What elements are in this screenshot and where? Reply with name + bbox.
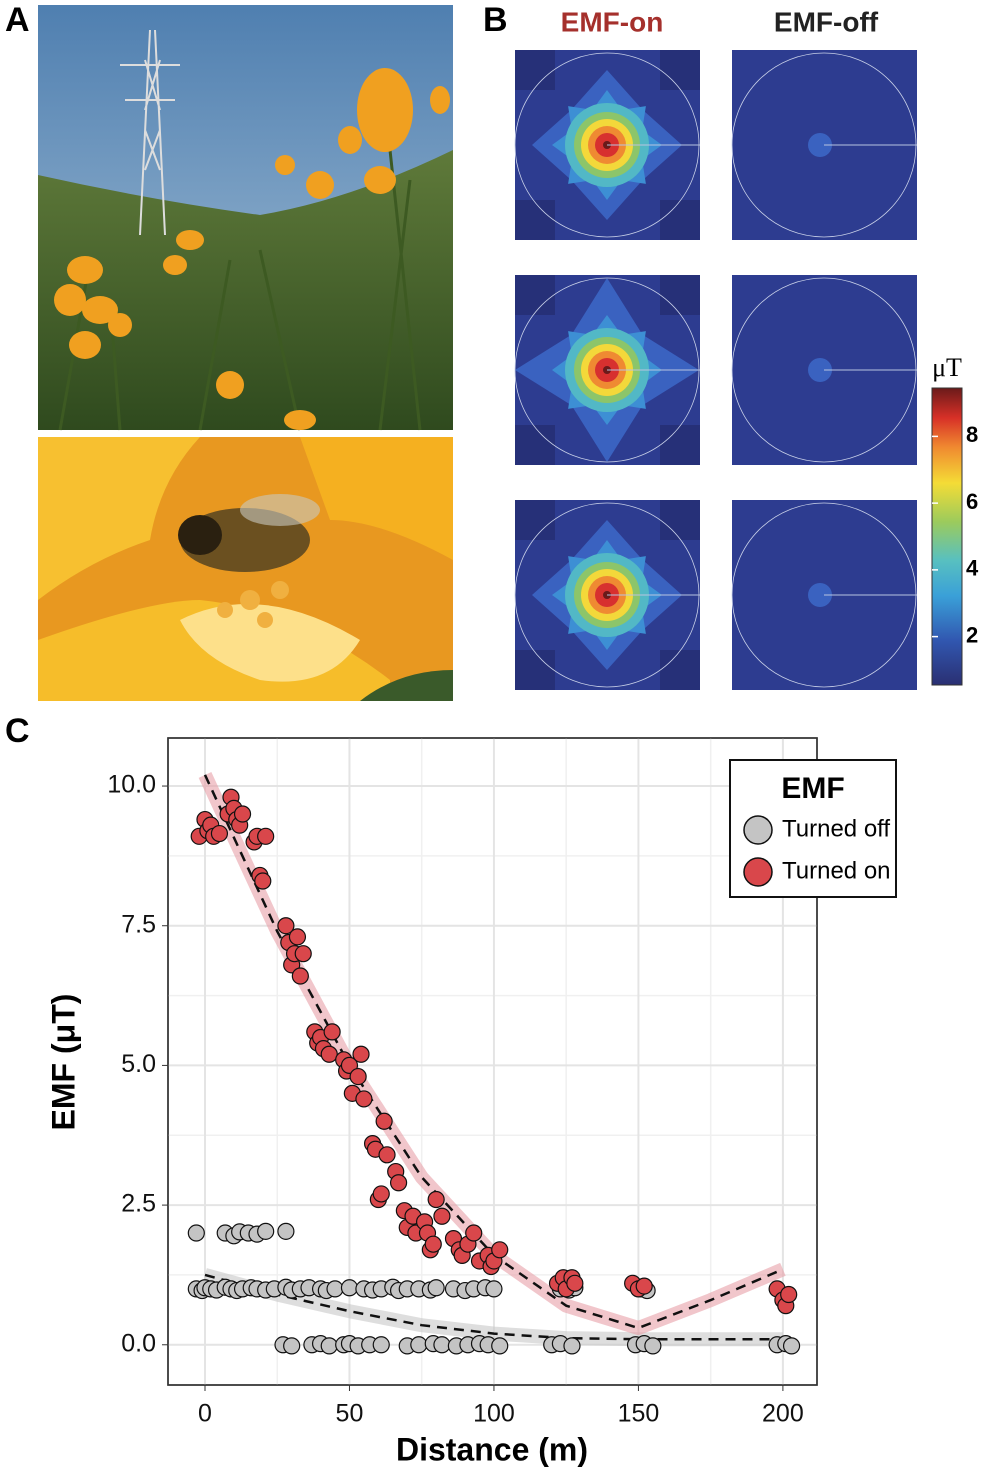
point (372, 1185, 390, 1203)
point (340, 1279, 359, 1297)
fit-line (204, 1273, 783, 1341)
point (355, 1090, 373, 1108)
x-axis-title: Distance (m) (396, 1431, 588, 1467)
heatmap-corner (515, 50, 555, 90)
point (320, 1045, 338, 1063)
point (291, 967, 309, 985)
legend-marker (743, 815, 773, 845)
point (288, 928, 307, 946)
heatmap-corner (515, 500, 555, 540)
column-title: EMF-on (561, 6, 664, 37)
heatmap-corner (515, 425, 555, 465)
point (375, 1112, 393, 1130)
legend: EMF Turned off Turned on (729, 759, 897, 898)
legend-label: Turned off (782, 815, 890, 842)
column-title: EMF-off (774, 6, 879, 37)
point (233, 805, 252, 823)
photo-bee (38, 437, 453, 701)
x-tick-label: 100 (473, 1400, 515, 1428)
heatmap-corner (660, 500, 700, 540)
colorbar-label: μT (932, 353, 962, 382)
heatmaps (514, 50, 917, 690)
heatmap-corner (515, 650, 555, 690)
point (410, 1336, 428, 1354)
heatmap-corner (515, 200, 555, 240)
point (283, 1337, 301, 1355)
y-tick-label: 5.0 (121, 1050, 156, 1078)
point (563, 1337, 581, 1355)
heatmap-level (808, 583, 832, 607)
heatmap-level (808, 133, 832, 157)
point (465, 1224, 483, 1242)
point (782, 1337, 801, 1355)
colorbar-tick-label: 4 (966, 556, 979, 581)
legend-title: EMF (781, 772, 844, 805)
heatmap-corner (660, 425, 700, 465)
point (254, 872, 272, 890)
point (433, 1336, 451, 1354)
point (210, 824, 229, 843)
heatmap-corner (660, 200, 700, 240)
x-tick-label: 200 (762, 1400, 804, 1428)
point (372, 1336, 390, 1354)
point (780, 1285, 798, 1304)
legend-marker (743, 857, 773, 887)
point (433, 1207, 451, 1225)
point (187, 1224, 205, 1242)
point (491, 1241, 509, 1259)
colorbar-tick-label: 6 (966, 489, 978, 514)
y-tick-label: 10.0 (107, 771, 156, 799)
heatmap-corner (660, 50, 700, 90)
point (485, 1280, 503, 1298)
panel-label: A (5, 1, 30, 39)
point (389, 1174, 408, 1192)
point (320, 1337, 338, 1355)
point (294, 945, 312, 963)
panel-label: C (5, 712, 30, 750)
x-tick-label: 150 (618, 1400, 660, 1428)
plot-area (167, 737, 818, 1386)
plot-frame (167, 737, 818, 1386)
x-tick-label: 50 (336, 1400, 364, 1428)
panel-label: B (483, 1, 508, 39)
point (644, 1337, 662, 1355)
colorbar-tick-label: 2 (966, 622, 978, 647)
point (491, 1337, 509, 1355)
point (427, 1279, 445, 1297)
heatmap-level (808, 358, 832, 382)
colorbar (931, 387, 963, 686)
point (326, 1280, 344, 1298)
point (277, 917, 295, 935)
point (257, 827, 275, 845)
point (277, 1222, 295, 1240)
heatmap-corner (660, 650, 700, 690)
points (187, 788, 801, 1355)
point (566, 1274, 584, 1292)
y-tick-label: 0.0 (121, 1329, 156, 1357)
point (323, 1023, 341, 1041)
point (427, 1190, 445, 1209)
heatmap-corner (660, 275, 700, 315)
colorbar-tick-label: 8 (966, 422, 978, 447)
x-tick-label: 0 (198, 1400, 212, 1428)
y-axis-title: EMF (μT) (45, 994, 81, 1131)
photo-field (38, 5, 453, 431)
point (257, 1222, 275, 1240)
point (424, 1235, 442, 1253)
point (378, 1146, 396, 1164)
y-tick-label: 7.5 (121, 910, 156, 938)
point (352, 1045, 370, 1063)
heatmap-corner (515, 275, 555, 315)
point (349, 1067, 367, 1086)
point (635, 1277, 653, 1295)
legend-label: Turned on (782, 857, 891, 884)
y-tick-label: 2.5 (121, 1190, 156, 1218)
